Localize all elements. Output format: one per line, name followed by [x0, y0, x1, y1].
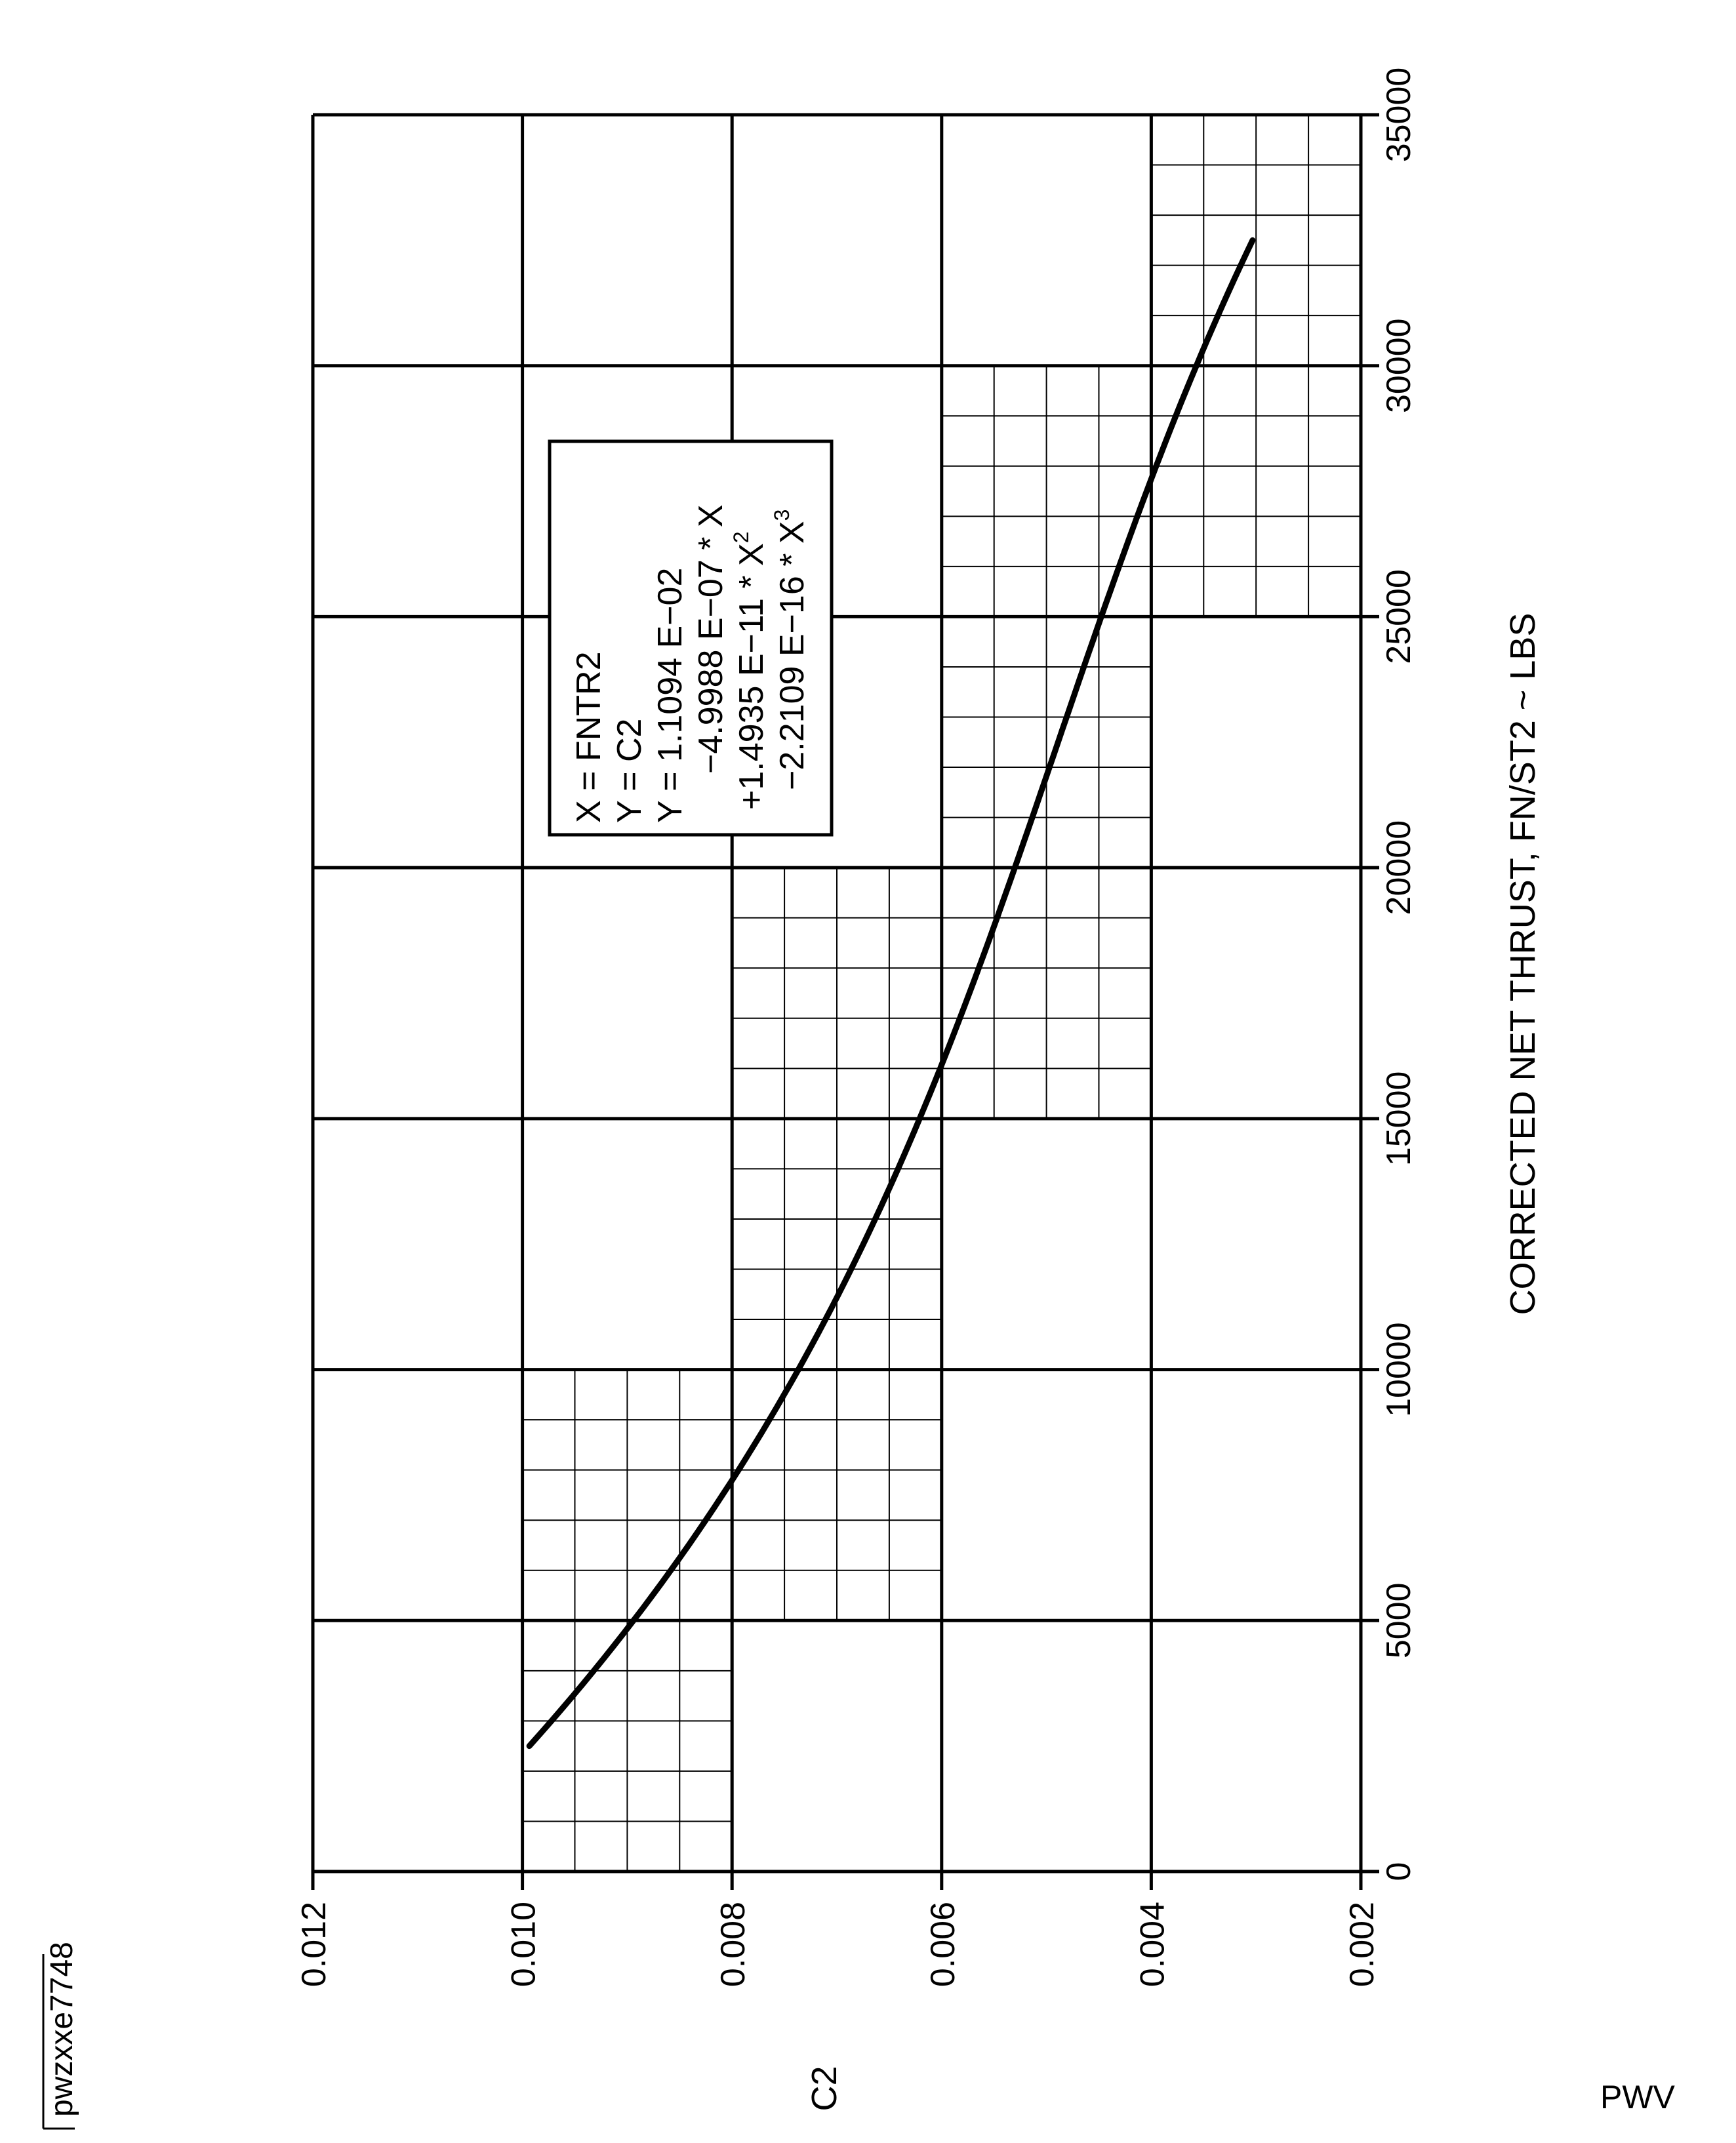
- x-tick-label: 15000: [1380, 1072, 1418, 1167]
- x-axis-title: CORRECTED NET THRUST, FN/ST2 ~ LBS: [1503, 613, 1543, 1315]
- tick-marks: [311, 113, 1379, 1890]
- legend-term-3: −2.2109 E−16 * X3: [770, 510, 811, 790]
- x-tick-labels: 0 5000 10000 15000 20000 25000 30000 35000: [1380, 68, 1418, 1881]
- legend-text-group: X = FNTR2 Y = C2 Y = 1.1094 E−02 −4.9988…: [570, 504, 811, 823]
- series-line: [526, 237, 1256, 1750]
- legend-box: X = FNTR2 Y = C2 Y = 1.1094 E−02 −4.9988…: [548, 439, 834, 837]
- legend-line-y: Y = C2: [611, 719, 649, 823]
- legend-frame: [548, 439, 834, 837]
- legend-term-1: −4.9988 E−07 * X: [692, 504, 730, 774]
- legend-term-3-text: −2.2109 E−16 * X: [773, 521, 811, 790]
- legend-line-eq: Y = 1.1094 E−02: [651, 568, 689, 823]
- x-tick-label: 35000: [1380, 68, 1418, 163]
- figure-id-label: pwzxxe7748: [42, 1942, 79, 2130]
- x-tick-label: 5000: [1380, 1582, 1418, 1658]
- x-tick-label: 30000: [1380, 318, 1418, 413]
- x-tick-label: 20000: [1380, 820, 1418, 915]
- y-tick-label: 0.006: [924, 1902, 962, 1987]
- legend-term-2-text: +1.4935 E−11 * X: [733, 543, 771, 810]
- figure-id-text: pwzxxe7748: [45, 1942, 79, 2117]
- x-tick-label: 0: [1380, 1862, 1418, 1881]
- legend-term-3-sup: 3: [770, 510, 794, 521]
- y-axis-title: C2: [805, 2066, 844, 2111]
- y-tick-label: 0.002: [1343, 1902, 1381, 1987]
- y-tick-labels: 0.012 0.010 0.008 0.006 0.004 0.002: [295, 1902, 1381, 1987]
- y-tick-label: 0.008: [714, 1902, 752, 1987]
- legend-term-1-text: −4.9988 E−07 * X: [692, 504, 730, 774]
- major-grid: [311, 113, 1363, 1873]
- x-tick-label: 25000: [1380, 569, 1418, 664]
- y-tick-label: 0.010: [505, 1902, 543, 1987]
- y-tick-label: 0.004: [1133, 1902, 1171, 1987]
- legend-term-2-sup: 2: [729, 531, 753, 543]
- legend-line-x: X = FNTR2: [570, 652, 608, 824]
- legend-term-2: +1.4935 E−11 * X2: [729, 531, 771, 810]
- y-tick-label: 0.012: [295, 1902, 333, 1987]
- corner-code: PWV: [1600, 2079, 1676, 2115]
- x-tick-label: 10000: [1380, 1322, 1418, 1417]
- data-series: [526, 237, 1256, 1750]
